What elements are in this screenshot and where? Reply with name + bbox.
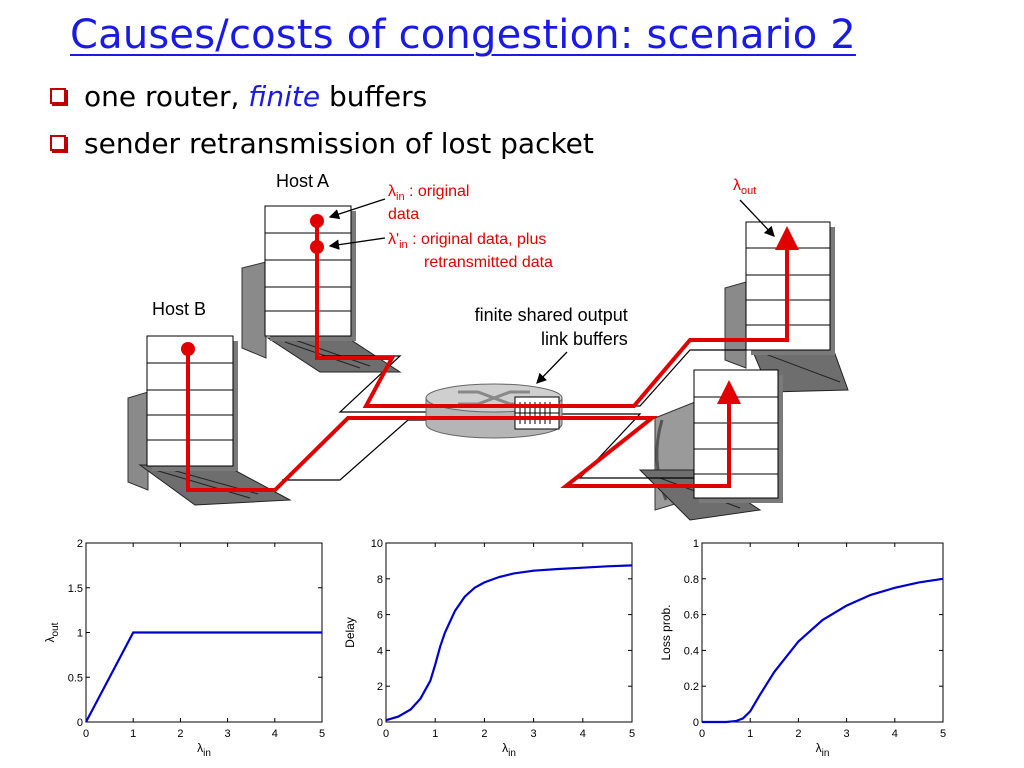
- x-tick-label: 1: [747, 728, 753, 740]
- x-tick-label: 4: [272, 728, 278, 740]
- chart-3-xlabel: λin: [816, 741, 830, 759]
- lambda-prime-label: λ'in : original data, plus retransmitted…: [388, 231, 553, 272]
- network-diagram: [127, 198, 849, 521]
- bullet-2: sender retransmission of lost packet: [50, 127, 594, 160]
- y-tick-label: 0: [77, 717, 83, 729]
- bullet-1-prefix: one router,: [84, 80, 249, 113]
- y-tick-label: 0.6: [684, 610, 699, 622]
- x-tick-label: 5: [940, 728, 946, 740]
- second-receiver-computer-icon: [638, 369, 783, 521]
- x-tick-label: 0: [83, 728, 89, 740]
- y-tick-label: 0: [693, 717, 699, 729]
- lambda-out-label: λout: [733, 177, 757, 198]
- y-tick-label: 1: [693, 538, 699, 550]
- chart-3-ylabel: Loss prob.: [659, 604, 673, 660]
- chart-2-frame: [385, 542, 633, 723]
- flow-path-b: [186, 350, 741, 492]
- lambda-out-pointer: [739, 199, 775, 237]
- bullet-box-icon: [50, 135, 66, 151]
- y-tick-label: 6: [377, 610, 383, 622]
- bullet-box-icon: [50, 88, 66, 104]
- x-tick-label: 5: [629, 728, 635, 740]
- chart-3-frame: [701, 542, 944, 723]
- x-tick-label: 5: [319, 728, 325, 740]
- chart-2-xlabel: λin: [502, 741, 516, 759]
- lambda-in-label: λin : original data: [388, 183, 470, 224]
- chart-2-series-line: [385, 564, 633, 722]
- buffer-pointer: [536, 351, 568, 384]
- slide-title: Causes/costs of congestion: scenario 2: [70, 12, 856, 58]
- y-tick-label: 4: [377, 645, 383, 657]
- x-tick-label: 4: [892, 728, 898, 740]
- bullet-2-text: sender retransmission of lost packet: [84, 127, 594, 160]
- y-tick-label: 10: [371, 538, 383, 550]
- host-b-send-dot: [181, 342, 195, 356]
- x-tick-label: 3: [844, 728, 850, 740]
- flow-path-a: [315, 222, 799, 408]
- y-tick-label: 8: [377, 574, 383, 586]
- y-tick-label: 0.4: [684, 645, 699, 657]
- x-tick-label: 4: [580, 728, 586, 740]
- bullet-1-suffix: buffers: [320, 80, 428, 113]
- host-a-send-dot: [310, 214, 324, 228]
- x-tick-label: 2: [795, 728, 801, 740]
- x-tick-label: 3: [225, 728, 231, 740]
- y-tick-label: 0.8: [684, 574, 699, 586]
- host-a-label: Host A: [276, 171, 330, 191]
- chart-1-series-line: [85, 631, 322, 723]
- x-tick-label: 2: [177, 728, 183, 740]
- chart-1-ylabel: λout: [43, 622, 61, 642]
- buffer-label: finite shared output link buffers: [474, 305, 628, 349]
- host-a-retransmit-dot: [310, 240, 324, 254]
- chart-3-series-line: [702, 577, 944, 724]
- x-tick-label: 0: [699, 728, 705, 740]
- x-tick-label: 2: [481, 728, 487, 740]
- lambda-prime-pointer: [328, 237, 386, 250]
- lambda-in-pointer: [328, 198, 386, 220]
- x-tick-label: 0: [383, 728, 389, 740]
- bullet-1-emphasis: finite: [248, 80, 321, 113]
- y-tick-label: 1: [77, 628, 83, 640]
- y-tick-label: 0.2: [684, 681, 699, 693]
- y-tick-label: 0.5: [68, 672, 83, 684]
- x-tick-label: 1: [432, 728, 438, 740]
- x-tick-label: 3: [531, 728, 537, 740]
- chart-1-xlabel: λin: [197, 741, 211, 759]
- chart-2-ylabel: Delay: [343, 617, 357, 648]
- y-tick-label: 0: [377, 717, 383, 729]
- y-tick-label: 2: [77, 538, 83, 550]
- output-buffer-icon: [514, 396, 560, 430]
- y-tick-label: 2: [377, 681, 383, 693]
- host-a-computer-icon: [241, 205, 402, 373]
- x-tick-label: 1: [130, 728, 136, 740]
- bullet-1: one router, finite buffers: [50, 80, 427, 113]
- host-b-label: Host B: [152, 299, 207, 319]
- y-tick-label: 1.5: [68, 583, 83, 595]
